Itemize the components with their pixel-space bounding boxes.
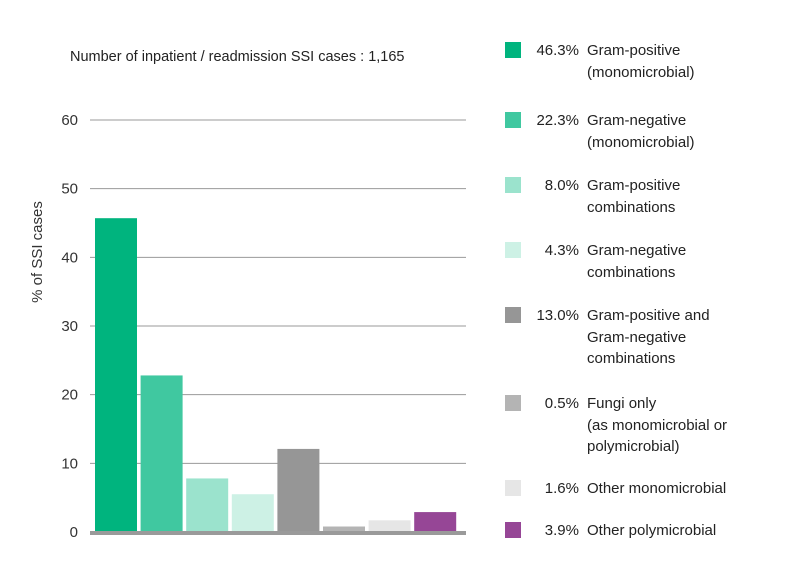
bar — [231, 494, 274, 532]
legend-label: Gram-positive combinations — [587, 177, 681, 216]
y-tick-labels: 0 10 20 30 40 50 60 — [61, 112, 78, 541]
legend-label: Other monomicrobial — [587, 480, 727, 497]
y-tick-label: 10 — [61, 455, 78, 472]
legend-item: 4.3% Gram-negative combinations — [505, 240, 686, 283]
legend-item: 1.6% Other monomicrobial — [505, 478, 726, 500]
bar — [368, 520, 411, 532]
bar — [140, 375, 183, 532]
legend-item: 46.3% Gram-positive (monomicrobial) — [505, 40, 695, 83]
legend-swatch — [505, 242, 521, 258]
y-tick-label: 20 — [61, 387, 78, 404]
legend-swatch — [505, 112, 521, 128]
legend-percent: 0.5% — [544, 395, 579, 412]
legend-swatch — [505, 522, 521, 538]
bar — [95, 218, 137, 532]
legend-swatch — [505, 177, 521, 193]
legend-percent: 4.3% — [544, 242, 579, 259]
legend-swatch — [505, 395, 521, 411]
y-tick-label: 40 — [61, 249, 78, 266]
legend-percent: 22.3% — [536, 112, 579, 129]
x-axis-line — [90, 531, 466, 535]
legend-label: Gram-negative combinations — [587, 242, 687, 281]
legend-label: Fungi only (as monomicrobial or polymicr… — [587, 395, 728, 455]
legend-percent: 46.3% — [536, 42, 579, 59]
legend-percent: 13.0% — [536, 307, 579, 324]
legend-label: Gram-positive (monomicrobial) — [587, 42, 695, 81]
bar — [186, 478, 229, 532]
legend-swatch — [505, 480, 521, 496]
legend-percent: 1.6% — [544, 480, 579, 497]
y-tick-label: 60 — [61, 112, 78, 129]
legend-item: 3.9% Other polymicrobial — [505, 520, 716, 542]
legend-swatch — [505, 42, 521, 58]
legend-label: Other polymicrobial — [587, 522, 717, 539]
bar — [414, 512, 457, 532]
legend-percent: 3.9% — [544, 522, 579, 539]
legend-swatch — [505, 307, 521, 323]
bar — [277, 448, 320, 532]
legend-label: Gram-negative (monomicrobial) — [587, 112, 695, 151]
y-axis-label: % of SSI cases — [29, 201, 46, 303]
legend-item: 13.0% Gram-positive and Gram-negative com… — [505, 305, 710, 370]
legend-label: Gram-positive and Gram-negative combinat… — [587, 307, 710, 367]
legend-percent: 8.0% — [544, 177, 579, 194]
y-tick-label: 50 — [61, 181, 78, 198]
bar — [323, 526, 365, 532]
legend-item: 0.5% Fungi only (as monomicrobial or poly… — [505, 393, 727, 458]
y-tick-label: 0 — [70, 524, 78, 541]
legend-item: 8.0% Gram-positive combinations — [505, 175, 680, 218]
y-tick-label: 30 — [61, 318, 78, 335]
chart-title: Number of inpatient / readmission SSI ca… — [70, 49, 404, 65]
bars — [95, 218, 457, 532]
legend-item: 22.3% Gram-negative (monomicrobial) — [505, 110, 695, 153]
